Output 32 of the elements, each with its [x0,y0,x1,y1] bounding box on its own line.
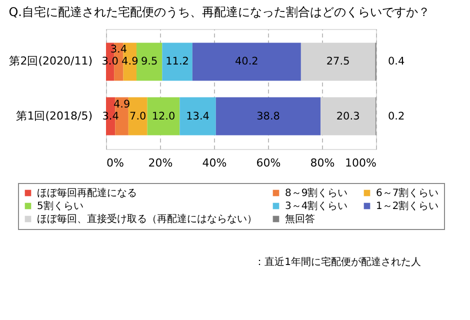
data-label: 0.4 [388,56,406,68]
x-tick-label: 60% [256,156,281,170]
x-tick-label: 80% [310,156,335,170]
chart-title: Q.自宅に配達された宅配便のうち、再配達になった割合はどのくらいですか？ [8,5,430,19]
data-label: 11.2 [166,56,189,68]
legend-label: ほぼ毎回再配達になる [37,187,137,199]
data-label: 9.5 [140,56,158,68]
data-label: 4.9 [122,56,138,68]
legend-label: ほぼ毎回、直接受け取る（再配達にはならない） [37,213,257,225]
data-label: 38.8 [256,110,280,122]
legend-label: 1～2割くらい [376,200,439,212]
x-tick-label: 0% [106,156,124,170]
text: ：直近1年間に宅配便が配達された人 [254,256,421,268]
data-label: 4.9 [113,98,130,110]
legend-label: 無回答 [285,213,315,225]
data-label: 27.5 [326,56,350,68]
legend-label: 8～9割くらい [285,187,348,199]
data-label: 7.0 [130,110,146,122]
legend-label: 6～7割くらい [376,187,439,199]
legend-label: 3～4割くらい [285,200,348,212]
x-tick-label: 100% [345,156,376,170]
data-label: 40.2 [234,56,258,68]
data-label: 12.0 [152,110,176,122]
y-tick-label: 第1回(2018/5) [16,109,92,122]
data-label: 3.4 [110,44,128,56]
x-tick-label: 20% [148,156,173,170]
x-tick-label: 40% [202,156,227,170]
legend-label: 5割くらい [37,200,84,212]
y-tick-label: 第2回(2020/11) [9,54,92,68]
data-label: 20.3 [336,110,360,122]
data-label: 13.4 [186,110,210,122]
data-label: 0.2 [388,110,405,122]
